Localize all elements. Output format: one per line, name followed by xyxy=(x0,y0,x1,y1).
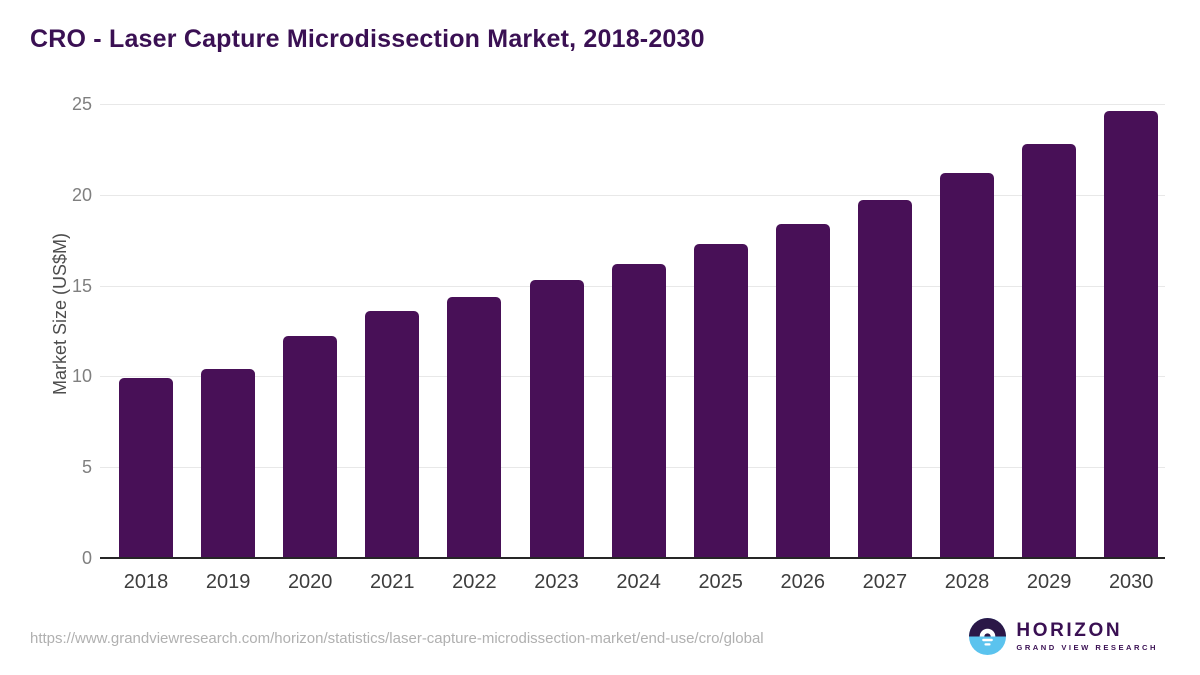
x-tick-label-2024: 2024 xyxy=(616,571,661,593)
x-tick-label-2028: 2028 xyxy=(944,571,990,593)
bar-2020 xyxy=(283,336,338,558)
horizon-sun-icon xyxy=(969,618,1007,655)
bar-2019 xyxy=(201,369,256,558)
y-tick-label-20: 20 xyxy=(71,184,92,205)
x-tick-label-2020: 2020 xyxy=(287,571,333,593)
x-tick-label-2022: 2022 xyxy=(452,571,497,593)
x-tick-label-2019: 2019 xyxy=(205,571,251,593)
bar-chart: Market Size (US$M) 0 5 10 15 20 25 2018 2019 202… xyxy=(50,94,1165,593)
horizon-logo: HORIZON GRAND VIEW RESEARCH xyxy=(969,618,1158,655)
gridline-20 xyxy=(100,194,1165,196)
bar-2026 xyxy=(775,223,830,558)
y-tick-label-10: 10 xyxy=(71,366,92,387)
bar-2029 xyxy=(1022,143,1077,558)
y-tick-label-15: 15 xyxy=(71,275,92,296)
bar-2030 xyxy=(1104,111,1159,558)
logo-text: HORIZON GRAND VIEW RESEARCH xyxy=(1016,619,1158,653)
bar-2021 xyxy=(365,311,420,558)
source-url: https://www.grandviewresearch.com/horizo… xyxy=(30,630,764,647)
y-tick-label-25: 25 xyxy=(71,94,92,114)
y-tick-label-0: 0 xyxy=(81,548,92,568)
gridline-25 xyxy=(100,104,1165,105)
y-axis-label: Market Size (US$M) xyxy=(50,232,70,396)
x-tick-label-2030: 2030 xyxy=(1108,571,1154,593)
x-tick-label-2025: 2025 xyxy=(698,571,743,593)
x-tick-label-2026: 2026 xyxy=(780,571,826,593)
y-tick-label-5: 5 xyxy=(81,457,92,478)
bar-2028 xyxy=(940,173,994,558)
bar-2023 xyxy=(529,280,584,558)
bar-2022 xyxy=(447,296,502,558)
bar-2027 xyxy=(857,200,912,558)
chart-title: CRO - Laser Capture Microdissection Mark… xyxy=(30,25,705,53)
logo-brand: HORIZON xyxy=(1016,619,1123,641)
x-tick-label-2023: 2023 xyxy=(534,571,579,593)
x-tick-label-2018: 2018 xyxy=(123,571,169,593)
x-axis-line xyxy=(100,557,1165,559)
bar-2025 xyxy=(693,243,748,558)
plot-area xyxy=(100,104,1165,558)
x-tick-label-2029: 2029 xyxy=(1026,571,1072,593)
x-tick-label-2021: 2021 xyxy=(370,571,415,593)
x-tick-label-2027: 2027 xyxy=(862,571,908,593)
logo-tagline: GRAND VIEW RESEARCH xyxy=(1016,642,1158,652)
bar-2018 xyxy=(119,378,173,558)
footer: https://www.grandviewresearch.com/horizo… xyxy=(0,608,1200,675)
bar-2024 xyxy=(611,263,666,558)
